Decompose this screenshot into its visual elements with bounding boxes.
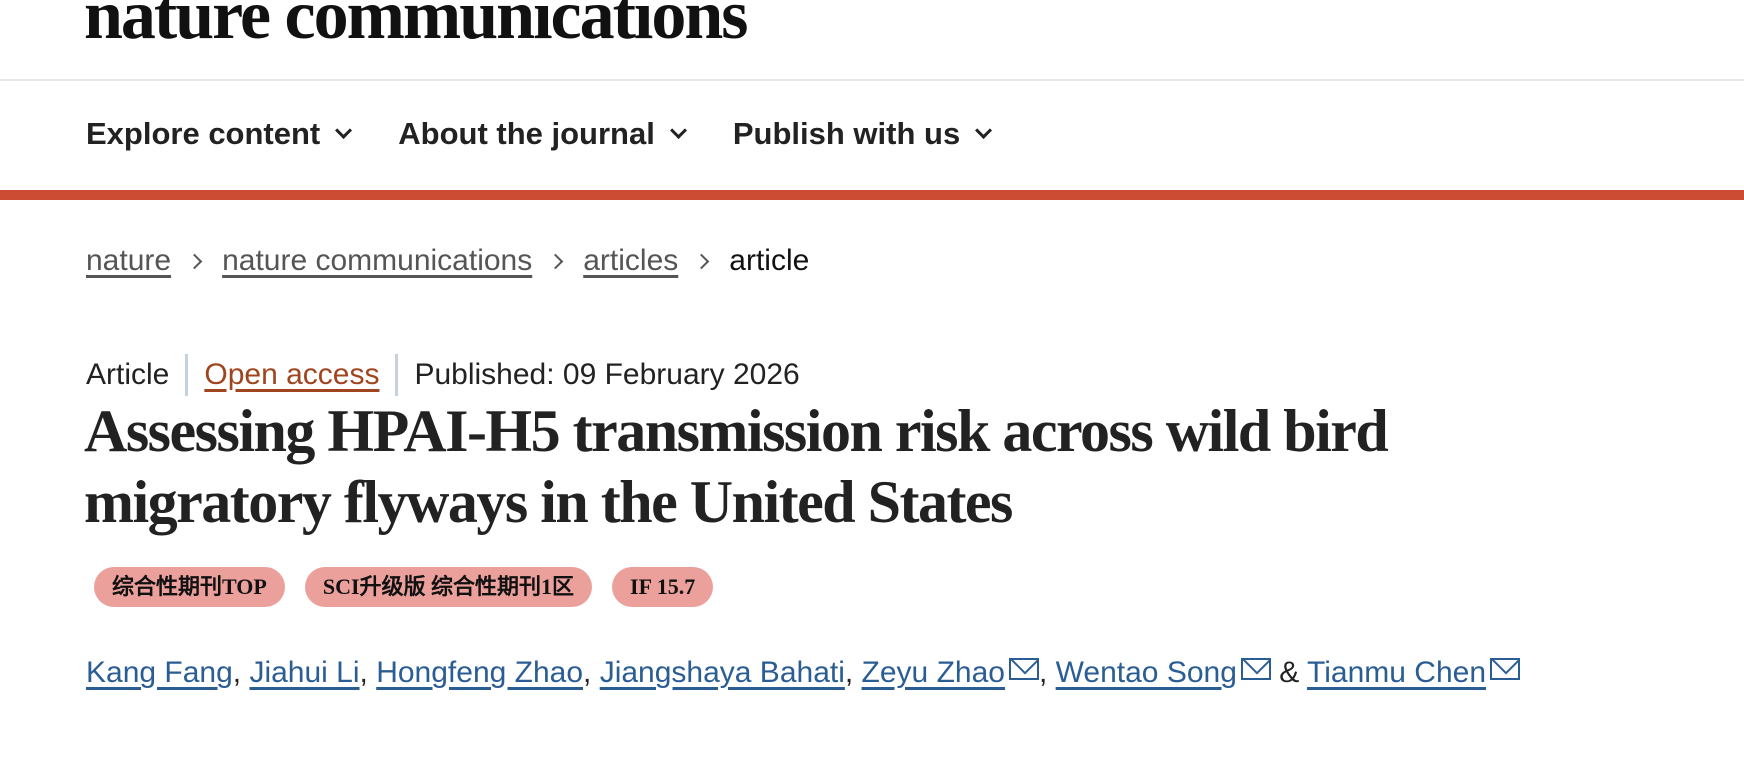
badge: IF 15.7 [612,567,714,607]
divider [395,354,399,396]
chevron-right-icon [547,253,564,269]
chevron-down-icon [335,121,353,139]
nav-label: Publish with us [732,116,961,151]
mail-icon[interactable] [1240,658,1271,680]
published-date: Published: 09 February 2026 [414,358,800,391]
nav-label: About the journal [398,116,655,151]
article-title: Assessing HPAI-H5 transmission risk acro… [84,398,1389,535]
breadcrumb-current: article [729,244,810,277]
journal-badges: 综合性期刊TOP SCI升级版 综合性期刊1区 IF 15.7 [94,567,714,607]
author-link[interactable]: Zeyu Zhao [861,656,1005,689]
divider [185,354,189,396]
author-link[interactable]: Tianmu Chen [1307,656,1487,689]
nav-label: Explore content [86,116,321,151]
badge: SCI升级版 综合性期刊1区 [304,567,593,607]
separator: , [232,656,250,689]
author-list: Kang Fang, Jiahui Li, Hongfeng Zhao, Jia… [86,656,1521,690]
chevron-right-icon [693,253,710,269]
journal-logo[interactable]: nature communications [84,0,749,54]
nav-publish-with-us[interactable]: Publish with us [732,116,993,152]
author-link[interactable]: Wentao Song [1055,656,1237,689]
separator: , [1038,656,1056,689]
breadcrumb-nature[interactable]: nature [86,244,172,277]
breadcrumb-nature-communications[interactable]: nature communications [222,244,533,277]
article-type: Article [86,358,170,391]
mail-icon[interactable] [1008,658,1039,680]
breadcrumb-articles[interactable]: articles [583,244,679,277]
nav-about-journal[interactable]: About the journal [398,116,687,152]
chevron-right-icon [186,253,203,269]
separator: , [583,656,600,689]
separator: , [359,656,377,689]
nav-explore-content[interactable]: Explore content [86,116,353,152]
separator: , [844,656,862,689]
author-link[interactable]: Hongfeng Zhao [376,656,584,689]
article-meta: Article Open access Published: 09 Februa… [86,354,800,396]
author-link[interactable]: Jiangshaya Bahati [599,656,845,689]
chevron-down-icon [669,121,687,139]
mail-icon[interactable] [1490,658,1521,680]
open-access-link[interactable]: Open access [204,358,380,391]
author-link[interactable]: Jiahui Li [249,656,360,689]
author-link[interactable]: Kang Fang [86,656,233,689]
header-divider [0,79,1744,81]
breadcrumb: nature nature communications articles ar… [86,244,809,278]
badge: 综合性期刊TOP [94,567,285,607]
chevron-down-icon [975,121,993,139]
main-nav: Explore content About the journal Publis… [86,116,993,152]
accent-bar [0,190,1744,200]
separator: & [1270,656,1308,689]
